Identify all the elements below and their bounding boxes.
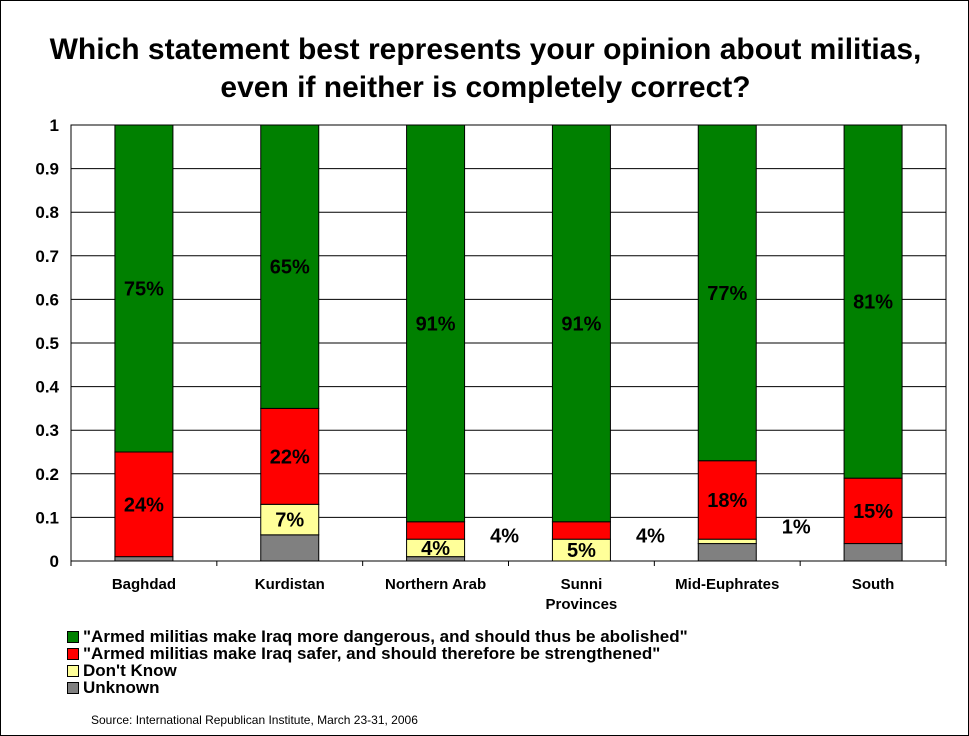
x-category-label: Northern Arab (385, 576, 486, 593)
data-label: 4% (421, 538, 450, 560)
legend-label: "Armed militias make Iraq more dangerous… (83, 627, 688, 646)
x-category-label: Sunni (561, 576, 603, 593)
legend-item: "Armed militias make Iraq safer, and sho… (67, 645, 688, 662)
data-label: 7% (275, 510, 304, 532)
data-label: 1% (782, 517, 811, 539)
legend-item: Unknown (67, 679, 688, 696)
bar-segment (551, 521, 611, 540)
y-tick-label: 0.8 (35, 203, 59, 222)
bar-segment (697, 538, 757, 545)
y-tick-label: 0.1 (35, 508, 59, 527)
legend: "Armed militias make Iraq more dangerous… (67, 628, 688, 696)
y-tick-label: 0.7 (35, 247, 59, 266)
bar-segment (114, 556, 174, 562)
data-label: 4% (636, 525, 665, 547)
y-tick-label: 1 (50, 116, 59, 135)
y-tick-label: 0 (50, 552, 59, 571)
data-label: 15% (853, 501, 893, 523)
bar-segment (260, 534, 320, 562)
legend-swatch (67, 681, 79, 694)
bar-segment (260, 503, 320, 536)
data-label: 75% (124, 279, 164, 301)
y-tick-label: 0.5 (35, 334, 59, 353)
y-tick-label: 0.2 (35, 465, 59, 484)
legend-label: "Armed militias make Iraq safer, and sho… (83, 644, 661, 663)
chart-title: Which statement best represents your opi… (49, 33, 922, 104)
y-tick-label: 0.3 (35, 421, 59, 440)
bar-segment (843, 543, 903, 562)
data-label: 18% (707, 490, 747, 512)
x-category-label: Mid-Euphrates (675, 576, 779, 593)
legend-swatch (67, 664, 79, 677)
bar-segment (114, 124, 174, 453)
bar-segment (114, 451, 174, 558)
bar-segment (260, 407, 320, 505)
bar-segment (406, 521, 466, 540)
data-label: 4% (490, 525, 519, 547)
data-label: 65% (270, 257, 310, 279)
data-label: 81% (853, 292, 893, 314)
source-note: Source: International Republican Institu… (91, 713, 418, 727)
data-label: 5% (567, 540, 596, 562)
legend-label: Unknown (83, 678, 160, 697)
y-tick-label: 0.9 (35, 160, 59, 179)
bar-segment (697, 124, 757, 462)
data-label: 91% (416, 313, 456, 335)
y-tick-label: 0.6 (35, 290, 59, 309)
bar-segment (843, 124, 903, 479)
bar-segment (843, 477, 903, 545)
legend-item: Don't Know (67, 662, 688, 679)
data-label: 22% (270, 446, 310, 468)
bar-segment (697, 543, 757, 562)
data-label: 91% (561, 313, 601, 335)
data-label: 24% (124, 494, 164, 516)
bar-segment (406, 124, 466, 523)
x-category-label: South (852, 576, 895, 593)
bar-segment (260, 124, 320, 409)
x-category-label: Baghdad (112, 576, 176, 593)
y-tick-label: 0.4 (35, 378, 59, 397)
legend-swatch (67, 647, 79, 660)
bar-segment (551, 124, 611, 523)
legend-swatch (67, 630, 79, 643)
x-category-label: Provinces (546, 596, 618, 613)
legend-item: "Armed militias make Iraq more dangerous… (67, 628, 688, 645)
data-label: 77% (707, 283, 747, 305)
bar-segment (697, 460, 757, 540)
legend-label: Don't Know (83, 661, 177, 680)
x-category-label: Kurdistan (255, 576, 325, 593)
